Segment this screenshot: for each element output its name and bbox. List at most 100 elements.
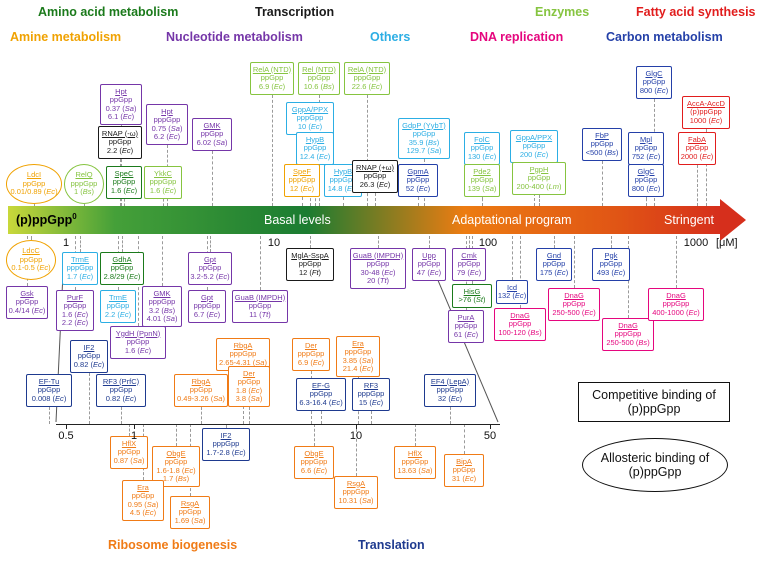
target-box-rsgA2: RsgA pppGpp 10.31 (Sa) (334, 476, 378, 509)
target-box-der1: Der ppGpp 1.8 (Ec) 3.8 (Sa) (228, 366, 270, 407)
legend-amine: Amine metabolism (10, 30, 122, 44)
ppgpp-label-text: (p)ppGpp (16, 213, 73, 228)
legend-nucleotide: Nucleotide metabolism (166, 30, 303, 44)
target-box-gsk: Gsk ppGpp 0.4/14 (Ec) (6, 286, 48, 319)
leader-line (697, 164, 698, 206)
leader-line (31, 236, 32, 240)
leader-line (34, 203, 35, 206)
target-box-speC: SpeC ppGpp 1.6 (Ec) (106, 166, 142, 199)
target-box-guaB2: GuaB (IMPDH) ppGpp 11 (Tt) (232, 290, 288, 323)
target-box-ldcI: LdcI ppGpp 0.01/0.89 (Ec) (6, 164, 62, 204)
legend-dna-replication: DNA replication (470, 30, 564, 44)
lower-axis-tick: 10 (349, 430, 363, 442)
leader-line (176, 424, 177, 446)
lower-axis-tick: 50 (483, 430, 497, 442)
target-box-dnaGbs2: DnaG pppGpp 250-500 (Bs) (602, 318, 654, 351)
leader-line (482, 196, 483, 206)
leader-line (302, 196, 303, 206)
target-box-gmkTop: GMK ppGpp 6.02 (Sa) (192, 118, 232, 151)
target-box-era1: Era ppGpp 0.95 (Sa) 4.5 (Ec) (122, 480, 164, 521)
target-box-fabA: FabA ppGpp 2000 (Ec) (678, 132, 716, 165)
target-box-purA: PurA ppGpp 61 (Ec) (448, 310, 484, 343)
target-box-dnaGec1: DnaG ppGpp 250-500 (Ec) (548, 288, 600, 321)
target-box-ygdH: YgdH (PpnN) ppGpp 1.6 (Ec) (110, 326, 166, 359)
target-box-rf3b: RF3 pppGpp 15 (Ec) (352, 378, 390, 411)
leader-line (469, 236, 470, 248)
target-box-gppa2: GppA/PPX ppGpp 200 (Ec) (510, 130, 558, 163)
target-box-trmE1: TrmE pppGpp 1.7 (Ec) (62, 252, 98, 285)
leader-line (356, 424, 357, 476)
leader-line (367, 94, 368, 206)
leader-line (272, 94, 273, 206)
target-box-gnd: Gnd ppGpp 175 (Ec) (536, 248, 572, 281)
leader-line (512, 236, 513, 280)
leader-line (415, 424, 416, 446)
target-box-dnaGec2: DnaG pppGpp 400-1000 (Ec) (648, 288, 704, 321)
competitive-binding-legend: Competitive binding of (p)ppGpp (578, 382, 730, 422)
target-box-hisG: HisG >76 (St) (452, 284, 492, 308)
leader-line (121, 125, 122, 206)
leader-line (378, 236, 379, 248)
leader-line (226, 424, 227, 428)
leader-line (80, 236, 81, 252)
target-box-obgE2: ObgE pppGpp 6.6 (Ec) (294, 446, 334, 479)
target-box-pgpH: PgpH ppGpp 200-400 (Lm) (512, 162, 566, 195)
leader-line (124, 198, 125, 206)
lower-axis-tickmark (490, 424, 491, 429)
target-box-rnapPlus: RNAP (+ω) ppGpp 26.3 (Ec) (352, 160, 398, 193)
target-box-gpt1: Gpt ppGpp 3.2-5.2 (Ec) (188, 252, 232, 285)
leader-line (554, 236, 555, 248)
target-box-efTu: EF-Tu ppGpp 0.008 (Ec) (26, 374, 72, 407)
lower-axis-tickmark (356, 424, 357, 429)
target-box-if2a: IF2 ppGpp 0.82 (Ec) (70, 340, 108, 373)
target-box-relNtd: Rel (NTD) ppGpp 10.6 (Bs) (298, 62, 340, 95)
leader-line (122, 236, 123, 252)
target-box-gdpP: GdpP (YybT) ppGpp 35.9 (Bs) 129.7 (Sa) (398, 118, 450, 159)
basal-zoom-axis (56, 424, 500, 425)
legend-amino-acid: Amino acid metabolism (38, 5, 179, 19)
ppgpp-zero-superscript: 0 (72, 212, 77, 221)
leader-line (602, 160, 603, 206)
lower-axis-tickmark (66, 424, 67, 429)
target-box-relQ: RelQ pppGpp 1 (Bs) (64, 164, 104, 204)
target-box-hypB1: HypB ppGpp 12.4 (Ec) (296, 132, 334, 165)
target-box-cmk: Cmk ppGpp 79 (Ec) (452, 248, 486, 281)
concentration-gradient-arrow (8, 206, 720, 234)
leader-line (464, 424, 465, 454)
leader-line (210, 236, 211, 252)
leader-line (429, 236, 430, 248)
leader-line (310, 236, 311, 248)
allosteric-binding-legend: Allosteric binding of (p)ppGpp (582, 438, 728, 492)
target-box-ykkC: YkkC pppGpp 1.6 (Ec) (144, 166, 182, 199)
lower-axis-tick: 1 (130, 430, 138, 442)
target-box-glgCTop: GlgC ppGpp 800 (Ec) (636, 66, 672, 99)
leader-line (375, 192, 376, 206)
leader-line (89, 372, 90, 424)
target-box-rbgA1: RbgA ppGpp 0.49-3.26 (Sa) (174, 374, 228, 407)
basal-levels-label: Basal levels (264, 213, 331, 227)
leader-line (162, 236, 163, 286)
target-box-hflX1: HflX ppGpp 0.87 (Sa) (110, 436, 148, 469)
target-box-mglA: MglA-SspA ppGpp 12 (Ft) (286, 248, 334, 281)
legend-translation: Translation (358, 538, 425, 552)
target-box-hpt2: Hpt pppGpp 0.75 (Sa) 6.2 (Ec) (146, 104, 188, 145)
main-axis-tick: 10 (267, 237, 281, 249)
arrow-head (720, 199, 746, 241)
target-box-accAD: AccA-AccD (p)ppGpp 1000 (Ec) (682, 96, 730, 129)
leader-line (260, 236, 261, 290)
stringent-label: Stringent (664, 213, 715, 227)
target-box-mpl: Mpl ppGpp 752 (Ec) (628, 132, 664, 165)
target-box-rbgA2: RbgA pppGpp 2.65-4.31 (Sa) (216, 338, 270, 371)
leader-line (249, 407, 250, 424)
target-box-folC: FolC ppGpp 130 (Ec) (464, 132, 500, 165)
legend-fatty-acid: Fatty acid synthesis (636, 5, 756, 19)
target-box-purF: PurF ppGpp 1.6 (Ec) 2.2 (Ec) (56, 290, 94, 331)
target-box-gpt2: Gpt pppGpp 6.7 (Ec) (188, 290, 226, 323)
leader-line (574, 236, 575, 288)
target-box-glgC2: GlgC ppGpp 800 (Ec) (628, 164, 664, 197)
target-box-pde2: Pde2 ppGpp 139 (Sa) (464, 164, 500, 197)
leader-line (121, 406, 122, 424)
main-axis-tick: 1 (62, 237, 70, 249)
target-box-gppa1: GppA/PPX pppGpp 10 (Ec) (286, 102, 334, 135)
